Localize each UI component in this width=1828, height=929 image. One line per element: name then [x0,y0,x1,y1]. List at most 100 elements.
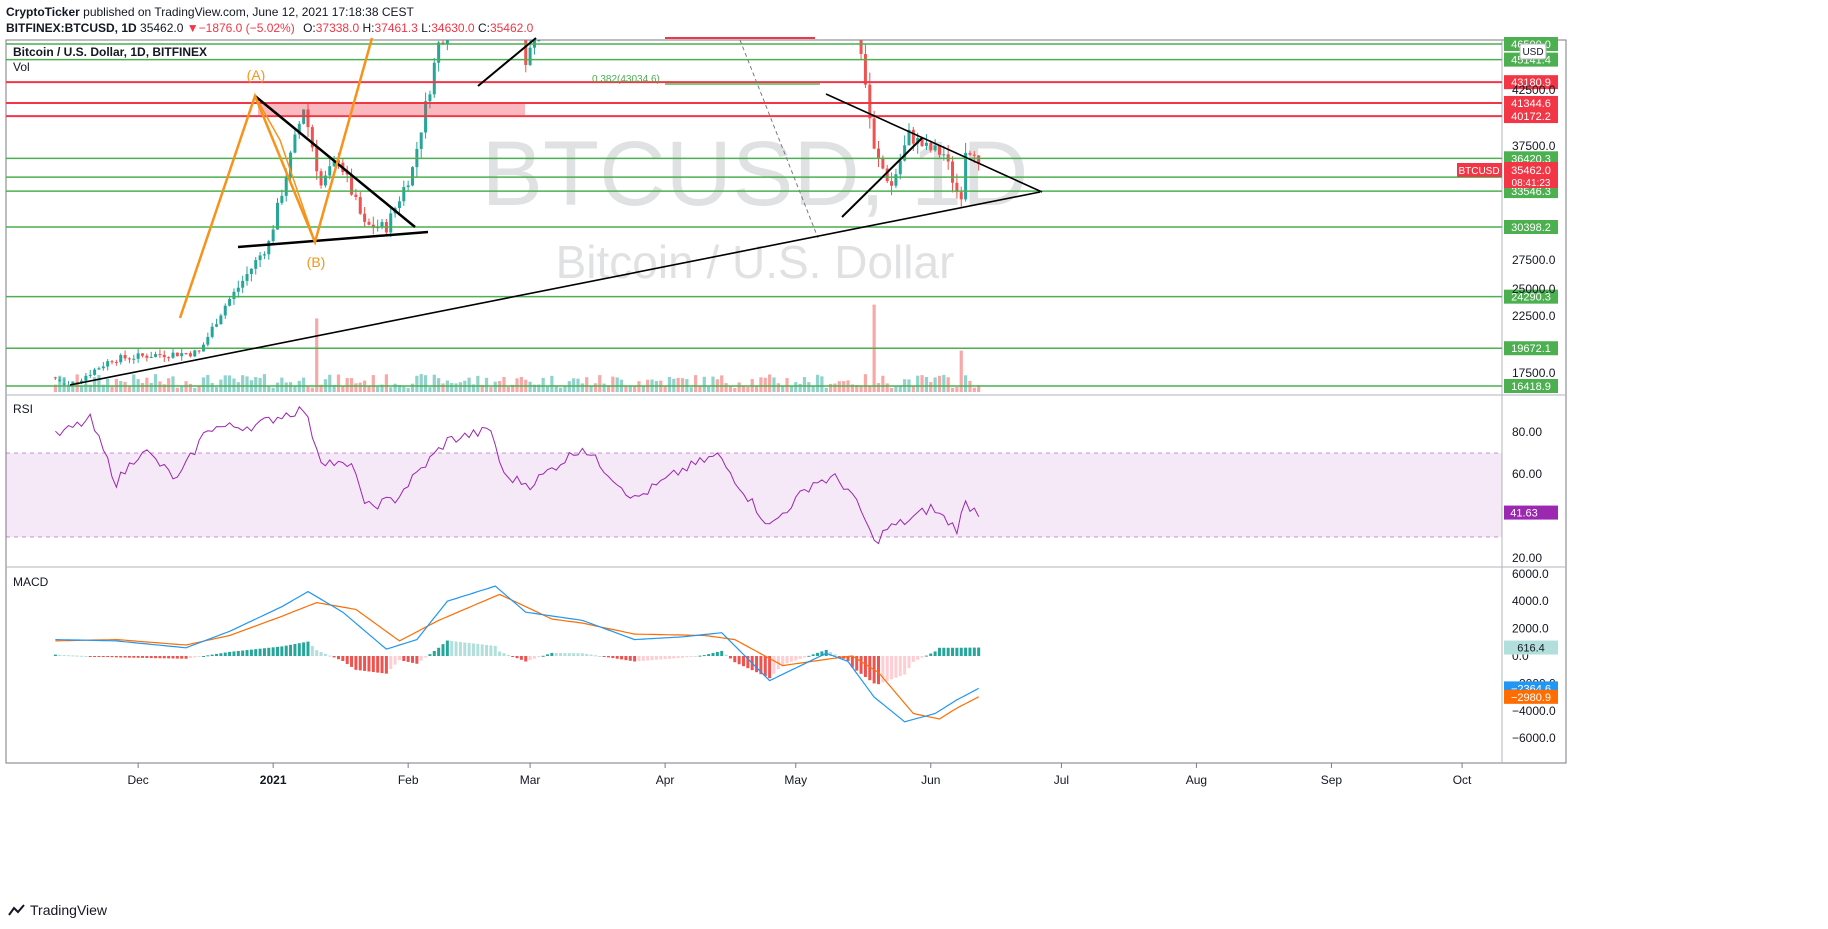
macd-histogram-bar [84,656,88,657]
volume-bar [850,384,854,392]
candle-body [297,123,301,135]
legend-title[interactable]: Bitcoin / U.S. Dollar, 1D, BITFINEX [13,45,207,59]
macd-histogram-bar [276,646,280,656]
publisher-name[interactable]: CryptoTicker [6,5,80,19]
currency-badge[interactable] [1519,43,1547,60]
wave-inner-leg[interactable] [254,95,316,243]
macd-histogram-bar [419,656,423,661]
price-level-value: 16418.9 [1511,381,1551,393]
volume-bar [423,375,428,392]
volume-bar [245,376,249,392]
candle-body [84,375,88,381]
volume-bar [707,386,711,392]
volume-bar [798,383,802,392]
supply-zone[interactable] [258,102,525,115]
candle-body [197,350,201,352]
macd-histogram-bar [929,653,933,656]
candle-body [419,132,423,149]
macd-histogram-bar [310,645,314,656]
macd-histogram-bar [650,656,654,661]
macd-histogram-bar [271,647,275,656]
macd-histogram-bar [524,656,528,662]
volume-bar [306,386,310,392]
macd-histogram-bar [384,656,388,674]
wave-b-label: (B) [307,254,326,270]
volume-bar [328,374,332,392]
macd-tick-label: −4000.0 [1512,704,1556,718]
price-level-value: 24290.3 [1511,292,1551,304]
volume-bar [606,385,611,392]
volume-bar [950,387,955,392]
macd-histogram-bar [397,656,401,661]
macd-histogram-bar [868,656,872,681]
macd-histogram-bar [528,656,532,661]
volume-bar [663,386,667,392]
macd-histogram-bar [615,656,619,659]
macd-title[interactable]: MACD [13,575,49,589]
volume-bar [885,383,889,392]
volume-bar [127,386,132,392]
volume-bar [724,383,728,392]
price-level-value: 40172.2 [1511,111,1551,123]
tradingview-brand[interactable]: TradingView [8,902,107,918]
volume-bar [933,377,937,392]
volume-bar [275,382,280,392]
macd-histogram-bar [402,656,406,662]
volume-bar [410,383,415,392]
candle-body [276,202,280,230]
volume-bar [493,381,497,392]
macd-histogram-bar [149,656,153,659]
small-trendline[interactable] [477,37,537,87]
candle-body [380,222,384,228]
volume-bar [628,385,632,392]
volume-bar [428,387,432,392]
macd-histogram-bar [785,656,789,664]
candle-body [903,145,907,161]
candle-body [141,353,145,356]
macd-histogram-bar [759,656,763,675]
down-arrow-icon: ▼ [186,21,199,35]
volume-bar [558,387,563,392]
candle-body [188,353,192,357]
volume-bar [101,384,105,392]
candle-body [877,148,880,158]
candle-body [968,152,972,155]
wedge-lower-line[interactable] [237,230,429,249]
fib-label: 0.382(43034.6) [592,74,660,85]
volume-bar [175,387,179,392]
price-level-value: 43180.9 [1511,77,1551,89]
macd-histogram-bar [406,656,410,662]
macd-histogram-bar [933,651,937,656]
macd-histogram-bar [602,656,606,657]
volume-bar [689,387,693,392]
volume-bar [624,386,628,392]
triangle-upper-line[interactable] [825,93,1043,193]
channel-line[interactable] [841,137,923,218]
long-trendline[interactable] [69,191,1041,386]
candle-body [907,129,911,146]
macd-histogram-bar [576,653,580,656]
wedge-upper-line[interactable] [254,95,416,228]
rsi-title[interactable]: RSI [13,402,33,416]
price-tick-label: 22500.0 [1512,309,1556,323]
fib-dashed-line[interactable] [739,39,819,239]
drawings[interactable] [69,37,1043,386]
macd-histogram-bar [885,656,889,681]
volume-bar [532,384,537,392]
macd-histogram-bar [890,656,894,680]
macd-histogram-bar [711,652,715,656]
low-value: 34630.0 [431,21,475,35]
volume-label[interactable]: Vol [13,60,30,74]
volume-bar [149,382,153,392]
volume-bar [916,375,920,392]
macd-histogram-bar [371,656,375,673]
macd-histogram-bar [694,656,698,657]
candle-body [228,299,232,306]
candle-body [402,187,406,202]
price-level-tag [1504,289,1558,304]
abc-wave-path[interactable] [178,37,374,319]
macd-histogram-tag [1504,640,1558,655]
macd-histogram-bar [188,656,192,659]
candle-body [114,362,118,364]
